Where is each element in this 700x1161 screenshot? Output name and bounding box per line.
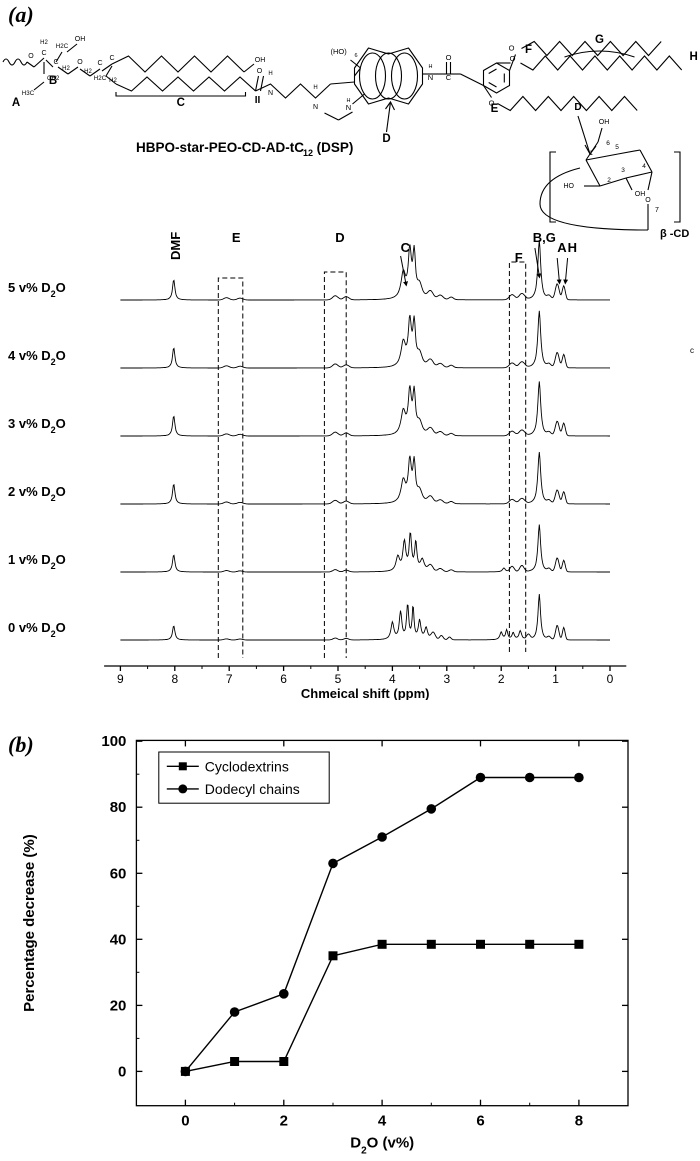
svg-text:DMF: DMF: [168, 232, 183, 260]
svg-text:O: O: [645, 197, 651, 204]
svg-text:60: 60: [110, 865, 127, 882]
svg-text:3: 3: [621, 167, 625, 174]
svg-text:1 v% D2O: 1 v% D2O: [8, 552, 66, 571]
svg-text:C: C: [177, 97, 185, 109]
svg-text:3: 3: [443, 672, 450, 686]
svg-text:H: H: [690, 51, 698, 63]
svg-text:C: C: [446, 73, 452, 82]
svg-text:C: C: [109, 55, 114, 62]
svg-text:H2: H2: [62, 66, 70, 72]
svg-text:O: O: [489, 99, 495, 108]
svg-text:OH: OH: [635, 191, 646, 198]
svg-text:0: 0: [181, 1113, 189, 1130]
svg-text:H2: H2: [84, 69, 92, 75]
svg-text:80: 80: [110, 799, 127, 816]
svg-text:O: O: [509, 44, 515, 53]
svg-text:H3C: H3C: [22, 90, 35, 97]
svg-text:D: D: [335, 230, 344, 245]
svg-text:Dodecyl chains: Dodecyl chains: [205, 781, 300, 797]
svg-text:(DSP): (DSP): [317, 140, 354, 155]
svg-text:HBPO-star-PEO-CD-AD-tC: HBPO-star-PEO-CD-AD-tC: [136, 140, 304, 155]
svg-text:2: 2: [498, 672, 505, 686]
svg-text:B: B: [49, 75, 57, 87]
svg-text:100: 100: [101, 733, 126, 750]
svg-text:Percentage decrease (%): Percentage decrease (%): [21, 834, 38, 1012]
svg-text:OH: OH: [255, 57, 266, 64]
svg-text:E: E: [232, 230, 241, 245]
svg-text:O: O: [257, 68, 263, 75]
svg-text:6: 6: [355, 53, 358, 59]
svg-text:1: 1: [552, 672, 559, 686]
svg-text:4: 4: [378, 1113, 387, 1130]
svg-text:20: 20: [110, 997, 127, 1014]
svg-text:4: 4: [389, 672, 396, 686]
svg-text:8: 8: [171, 672, 178, 686]
svg-text:c: c: [690, 346, 694, 355]
svg-text:F: F: [525, 44, 532, 56]
svg-text:A: A: [12, 97, 20, 109]
svg-text:OH: OH: [75, 36, 86, 43]
svg-text:H2C: H2C: [94, 75, 107, 82]
svg-text:H2: H2: [40, 40, 48, 46]
svg-text:O: O: [28, 53, 34, 60]
svg-text:G: G: [595, 34, 604, 46]
svg-text:H2: H2: [109, 78, 117, 84]
svg-text:F: F: [515, 250, 523, 265]
svg-text:1: 1: [589, 150, 593, 157]
svg-text:C: C: [53, 59, 58, 66]
svg-text:A: A: [557, 240, 567, 255]
svg-text:O: O: [446, 53, 452, 62]
svg-text:12: 12: [303, 148, 313, 158]
svg-text:7: 7: [226, 672, 233, 686]
svg-text:5 v% D2O: 5 v% D2O: [8, 280, 66, 299]
svg-text:6: 6: [606, 140, 610, 147]
svg-text:N: N: [268, 90, 273, 97]
svg-text:8: 8: [575, 1113, 583, 1130]
svg-text:H: H: [268, 71, 272, 77]
svg-text:B,G: B,G: [533, 230, 556, 245]
svg-text:Chmeical shift (ppm): Chmeical shift (ppm): [301, 686, 430, 700]
svg-text:0: 0: [118, 1063, 126, 1080]
svg-text:H: H: [429, 64, 433, 70]
svg-text:3 v% D2O: 3 v% D2O: [8, 416, 66, 435]
svg-text:0 v% D2O: 0 v% D2O: [8, 620, 66, 639]
svg-text:(HO): (HO): [331, 47, 348, 56]
svg-text:II: II: [255, 95, 261, 106]
svg-text:OH: OH: [599, 119, 610, 126]
svg-text:N: N: [313, 104, 318, 111]
svg-text:D2O (v%): D2O (v%): [350, 1135, 414, 1157]
svg-text:O: O: [510, 54, 516, 63]
svg-text:N: N: [346, 103, 351, 112]
svg-text:7: 7: [655, 207, 659, 214]
svg-text:N: N: [428, 73, 433, 82]
svg-text:40: 40: [110, 931, 127, 948]
svg-text:β -CD: β -CD: [660, 228, 689, 240]
svg-text:0: 0: [607, 672, 614, 686]
svg-text:H2C: H2C: [56, 43, 69, 50]
svg-text:4: 4: [642, 163, 646, 170]
svg-text:6: 6: [476, 1113, 484, 1130]
svg-text:H: H: [313, 85, 317, 91]
svg-text:9: 9: [117, 672, 124, 686]
svg-text:6: 6: [280, 672, 287, 686]
svg-text:HO: HO: [564, 183, 575, 190]
svg-text:H: H: [568, 240, 577, 255]
svg-text:2: 2: [607, 177, 611, 184]
svg-text:5: 5: [335, 672, 342, 686]
svg-text:2 v% D2O: 2 v% D2O: [8, 484, 66, 503]
svg-text:5: 5: [615, 144, 619, 151]
svg-text:4 v% D2O: 4 v% D2O: [8, 348, 66, 367]
svg-text:D: D: [382, 133, 390, 145]
svg-text:Cyclodextrins: Cyclodextrins: [205, 758, 289, 774]
svg-text:C: C: [41, 50, 46, 57]
svg-text:2: 2: [280, 1113, 288, 1130]
svg-text:O: O: [77, 59, 83, 66]
svg-text:C: C: [97, 60, 102, 67]
svg-text:C: C: [401, 240, 411, 255]
svg-text:D: D: [574, 102, 581, 113]
svg-text:(b): (b): [8, 732, 34, 757]
